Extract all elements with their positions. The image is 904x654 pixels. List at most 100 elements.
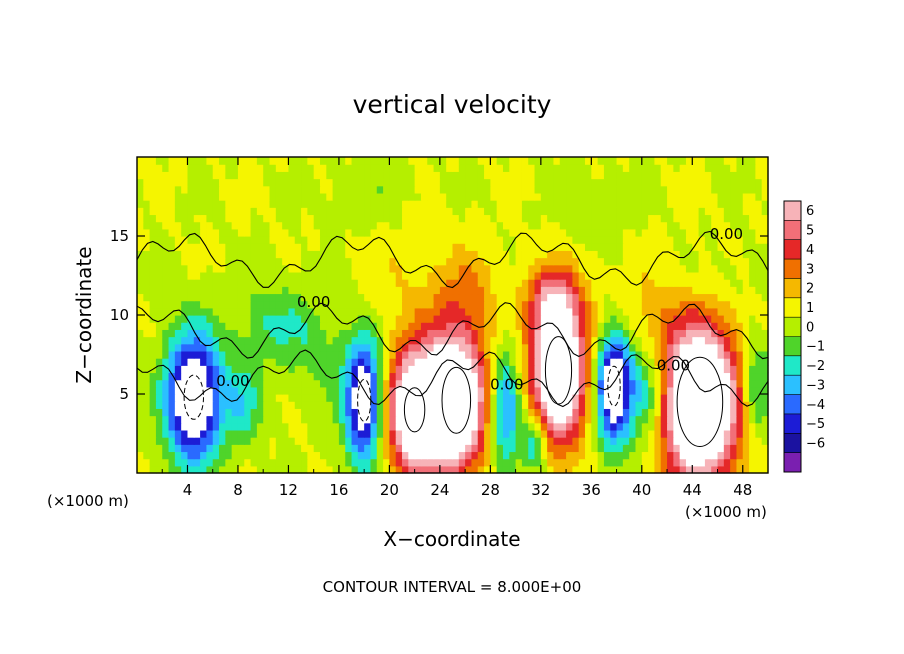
- heatmap-cell: [313, 408, 321, 417]
- heatmap-cell: [389, 422, 397, 431]
- heatmap-cell: [515, 171, 523, 180]
- heatmap-cell: [301, 444, 308, 453]
- heatmap-cell: [231, 465, 239, 474]
- heatmap-cell: [452, 207, 460, 216]
- heatmap-cell: [755, 329, 763, 338]
- heatmap-cell: [364, 243, 372, 251]
- heatmap-cell: [742, 329, 750, 338]
- heatmap-cell: [641, 192, 649, 201]
- heatmap-cell: [597, 164, 605, 172]
- heatmap-cell: [155, 293, 163, 302]
- heatmap-cell: [162, 358, 170, 366]
- heatmap-cell: [685, 185, 693, 194]
- heatmap-cell: [761, 192, 769, 201]
- heatmap-cell: [521, 329, 529, 338]
- heatmap-cell: [685, 164, 693, 172]
- heatmap-cell: [231, 157, 239, 165]
- heatmap-cell: [420, 350, 428, 359]
- heatmap-cell: [477, 350, 485, 359]
- heatmap-cell: [521, 157, 529, 165]
- heatmap-cell: [749, 214, 756, 223]
- heatmap-cell: [490, 271, 498, 280]
- heatmap-cell: [231, 394, 239, 402]
- heatmap-cell: [332, 185, 340, 194]
- heatmap-cell: [307, 465, 315, 474]
- heatmap-cell: [465, 458, 473, 467]
- heatmap-cell: [345, 264, 353, 273]
- heatmap-cell: [521, 394, 529, 402]
- heatmap-cell: [174, 300, 182, 309]
- heatmap-cell: [427, 228, 435, 237]
- heatmap-cell: [149, 329, 157, 338]
- heatmap-cell: [326, 264, 334, 273]
- heatmap-cell: [629, 394, 637, 402]
- heatmap-cell: [521, 322, 529, 330]
- heatmap-cell: [301, 279, 308, 287]
- heatmap-cell: [660, 264, 668, 273]
- heatmap-cell: [629, 286, 637, 295]
- heatmap-cell: [439, 221, 447, 230]
- heatmap-cell: [761, 164, 769, 172]
- heatmap-cell: [237, 444, 245, 453]
- heatmap-cell: [660, 444, 668, 453]
- heatmap-cell: [256, 307, 264, 316]
- heatmap-cell: [515, 379, 523, 388]
- heatmap-cell: [660, 408, 668, 417]
- heatmap-cell: [313, 315, 321, 323]
- heatmap-cell: [332, 207, 340, 216]
- heatmap-cell: [749, 329, 756, 338]
- heatmap-cell: [219, 271, 226, 280]
- heatmap-cell: [231, 429, 239, 438]
- heatmap-cell: [673, 271, 681, 280]
- heatmap-cell: [641, 293, 649, 302]
- heatmap-cell: [231, 343, 239, 352]
- heatmap-cell: [730, 178, 738, 187]
- heatmap-cell: [673, 358, 681, 366]
- heatmap-cell: [326, 322, 334, 330]
- heatmap-cell: [206, 458, 214, 467]
- heatmap-cell: [383, 422, 390, 431]
- heatmap-cell: [137, 243, 144, 251]
- heatmap-cell: [446, 293, 454, 302]
- heatmap-cell: [458, 207, 466, 216]
- heatmap-cell: [559, 437, 567, 445]
- heatmap-cell: [269, 264, 277, 273]
- heatmap-cell: [667, 250, 674, 259]
- heatmap-cell: [597, 236, 605, 244]
- heatmap-cell: [332, 200, 340, 208]
- heatmap-cell: [219, 329, 226, 338]
- heatmap-cell: [698, 214, 706, 223]
- heatmap-cell: [137, 444, 144, 453]
- heatmap-cell: [641, 401, 649, 409]
- heatmap-cell: [673, 307, 681, 316]
- heatmap-cell: [332, 293, 340, 302]
- heatmap-cell: [521, 365, 529, 374]
- heatmap-cell: [465, 415, 473, 424]
- heatmap-cell: [446, 365, 454, 374]
- heatmap-cell: [572, 372, 580, 381]
- heatmap-cell: [137, 451, 144, 460]
- heatmap-cell: [376, 350, 384, 359]
- heatmap-cell: [559, 422, 567, 431]
- heatmap-cell: [439, 228, 447, 237]
- heatmap-cell: [420, 157, 428, 165]
- heatmap-cell: [275, 444, 283, 453]
- heatmap-cell: [534, 358, 542, 366]
- heatmap-cell: [149, 279, 157, 287]
- heatmap-cell: [237, 185, 245, 194]
- heatmap-cell: [168, 279, 176, 287]
- heatmap-cell: [414, 221, 422, 230]
- heatmap-cell: [502, 451, 510, 460]
- heatmap-cell: [654, 451, 662, 460]
- colorbar-label: 5: [806, 224, 814, 239]
- heatmap-cell: [294, 307, 302, 316]
- heatmap-cell: [597, 394, 605, 402]
- heatmap-cell: [667, 336, 674, 345]
- heatmap-cell: [427, 458, 435, 467]
- heatmap-cell: [319, 293, 327, 302]
- heatmap-cell: [319, 250, 327, 259]
- heatmap-cell: [698, 315, 706, 323]
- heatmap-cell: [521, 236, 529, 244]
- heatmap-cell: [465, 394, 473, 402]
- heatmap-cell: [155, 221, 163, 230]
